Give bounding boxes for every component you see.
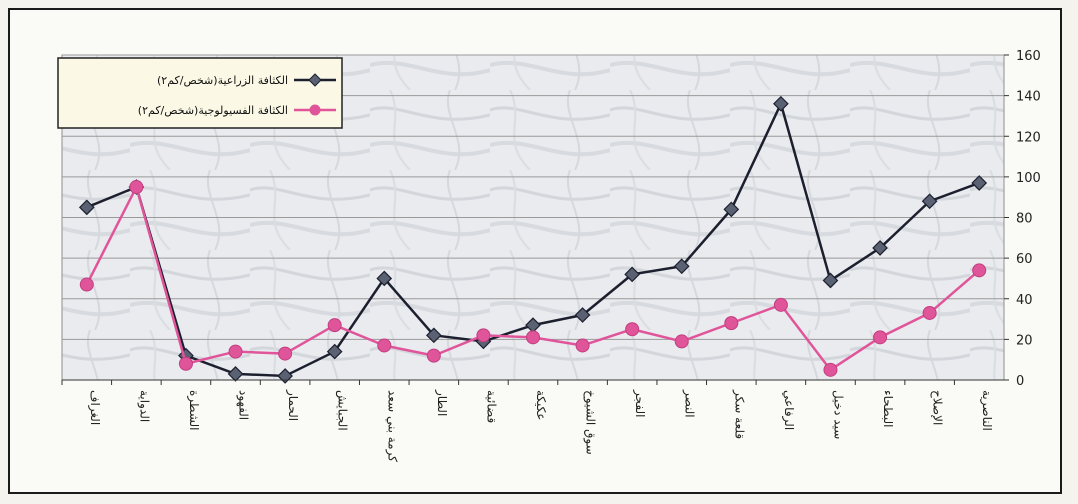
data-point bbox=[278, 346, 293, 361]
legend-label: الكثافة الفسيولوجية(شخص/كم٢) bbox=[138, 104, 288, 117]
data-point bbox=[624, 266, 641, 283]
data-point bbox=[872, 240, 888, 256]
x-tick-label: سوق الشيوخ bbox=[583, 390, 598, 455]
data-point bbox=[625, 322, 640, 337]
data-point bbox=[178, 356, 193, 371]
x-tick-label: النصر bbox=[682, 389, 697, 418]
line-chart: 0 20 40 60 80 100 120 140 160 الغراف الدواية الشطر… bbox=[57, 49, 1041, 462]
data-point bbox=[724, 316, 739, 331]
data-point bbox=[972, 263, 987, 278]
data-point bbox=[79, 277, 94, 292]
y-tick-label: 20 bbox=[1016, 333, 1033, 348]
data-point bbox=[773, 95, 789, 112]
data-point bbox=[476, 328, 491, 343]
y-axis-ticks: 0 20 40 60 80 100 120 140 160 bbox=[1004, 49, 1041, 389]
data-point bbox=[922, 305, 937, 320]
data-point bbox=[674, 334, 689, 349]
data-point bbox=[723, 201, 740, 218]
x-tick-label: الجبايش bbox=[335, 390, 350, 431]
data-point bbox=[873, 330, 888, 345]
data-point bbox=[327, 318, 342, 333]
legend: الكثافة الزراعية(شخص/كم٢) الكثافة الفسيول… bbox=[57, 57, 343, 129]
x-tick-label: قلعة سكر bbox=[731, 389, 746, 439]
data-point bbox=[823, 362, 838, 377]
data-point bbox=[921, 193, 938, 210]
x-tick-label: الغراف bbox=[87, 390, 102, 425]
x-tick-label: كرمة بني سعد bbox=[384, 390, 399, 462]
data-point bbox=[129, 180, 144, 195]
y-tick-label: 100 bbox=[1016, 171, 1041, 186]
y-tick-label: 80 bbox=[1016, 212, 1033, 227]
x-tick-label: الإصلاح bbox=[931, 390, 945, 425]
data-point bbox=[673, 258, 690, 275]
data-point bbox=[971, 175, 988, 191]
x-tick-label: الحمار bbox=[285, 389, 300, 421]
data-point bbox=[575, 338, 590, 353]
x-tick-label: عكيكة bbox=[534, 390, 548, 420]
data-point bbox=[78, 199, 95, 216]
data-point bbox=[277, 368, 293, 384]
data-point bbox=[426, 348, 441, 363]
y-tick-label: 140 bbox=[1016, 90, 1041, 105]
data-point bbox=[574, 307, 591, 323]
x-tick-label: البطحاء bbox=[881, 390, 895, 428]
x-tick-label: الناصرية bbox=[979, 390, 994, 431]
series-layer bbox=[78, 95, 988, 384]
legend-marker bbox=[308, 73, 322, 87]
data-point bbox=[228, 344, 243, 359]
data-point bbox=[376, 270, 393, 287]
x-tick-label: قضائية bbox=[484, 390, 498, 423]
y-tick-label: 40 bbox=[1016, 293, 1033, 308]
data-point bbox=[526, 330, 540, 345]
y-tick-label: 60 bbox=[1016, 252, 1033, 267]
chart-frame: 0 20 40 60 80 100 120 140 160 الغراف الدواية الشطر… bbox=[8, 8, 1062, 494]
y-tick-label: 0 bbox=[1016, 374, 1024, 389]
data-point bbox=[326, 343, 343, 360]
legend-box bbox=[57, 57, 343, 129]
legend-marker bbox=[309, 104, 321, 116]
x-tick-label: الفجر bbox=[632, 389, 647, 417]
x-tick-label: سيد دخيل bbox=[831, 390, 845, 439]
y-tick-label: 120 bbox=[1016, 130, 1041, 145]
data-point bbox=[425, 327, 442, 344]
x-tick-label: الطار bbox=[434, 389, 449, 416]
y-tick-label: 160 bbox=[1016, 49, 1041, 64]
x-tick-label: الشطرة bbox=[186, 390, 201, 430]
data-point bbox=[227, 366, 244, 382]
data-point bbox=[773, 297, 788, 312]
x-axis-ticks: الغراف الدواية الشطرة الفهود الحمار الجبايش كر… bbox=[61, 379, 1004, 462]
x-tick-label: الدواية bbox=[136, 390, 151, 422]
x-tick-label: الرفاعي bbox=[781, 390, 796, 430]
data-point bbox=[377, 338, 392, 353]
legend-label: الكثافة الزراعية(شخص/كم٢) bbox=[157, 74, 288, 87]
x-tick-label: الفهود bbox=[236, 390, 251, 420]
data-point bbox=[822, 272, 839, 289]
